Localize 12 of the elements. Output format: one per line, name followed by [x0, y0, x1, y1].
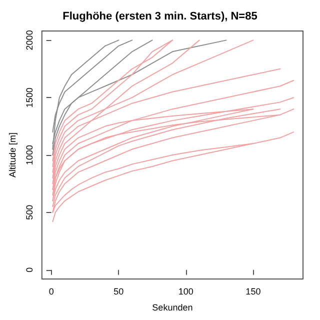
x-tick-label: 100	[178, 286, 194, 296]
x-tick-label: 150	[246, 286, 261, 296]
y-axis-title: Altitude [m]	[8, 132, 18, 178]
x-axis-title: Sekunden	[152, 302, 193, 312]
x-tick-label: 0	[48, 286, 54, 296]
y-tick-label: 1000	[24, 144, 34, 166]
chart-title: Flughöhe (ersten 3 min. Starts), N=85	[62, 10, 258, 22]
y-tick-label: 2000	[24, 30, 34, 50]
y-tick-label: 0	[24, 267, 34, 272]
y-tick-label: 1500	[24, 88, 34, 108]
x-tick-label: 50	[114, 286, 124, 296]
y-tick-label: 500	[24, 204, 34, 220]
